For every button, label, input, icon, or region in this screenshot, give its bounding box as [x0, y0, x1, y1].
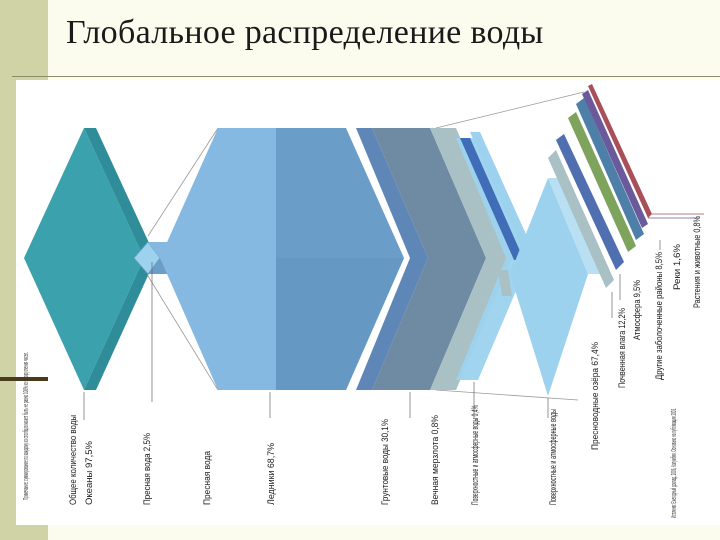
- oceans-label: Океаны 97,5%: [84, 441, 94, 505]
- atmosphere-label: Атмосфера 9,5%: [632, 280, 642, 340]
- surface-atm-label: Поверхностные и атмосферные воды 0,4%: [470, 405, 480, 505]
- label-leaders: [83, 240, 661, 420]
- side-accent-mark: [0, 377, 48, 381]
- soil-moisture-label: Почвенная влага 12,2%: [617, 308, 627, 388]
- source-label: Источник: Ежегодный доклад, 2006, Колумб…: [670, 408, 678, 518]
- plants-animals-label: Растения и животные 0,8%: [692, 216, 702, 308]
- other-wetlands-label: Другие заболоченные районы 8,5%: [654, 252, 664, 380]
- surface-atm-rhombus: [510, 178, 600, 396]
- total-water-label: Общее количество воды: [68, 415, 78, 505]
- surface-atm2-label: Поверхностные и атмосферные воды: [548, 409, 558, 505]
- fresh-water2-label: Пресная вода: [202, 451, 212, 505]
- connector-lines: [147, 91, 585, 401]
- bar-leaders: [648, 213, 704, 219]
- component-bars: [548, 84, 652, 288]
- fresh-water-block: [160, 128, 404, 390]
- fresh-water-label: Пресная вода 2,5%: [142, 433, 152, 505]
- total-water-shape: [24, 128, 156, 390]
- slide-title: Глобальное распределение воды: [66, 14, 544, 51]
- groundwater-chevron: [356, 128, 486, 390]
- permafrost-label: Вечная мерзлота 0,8%: [430, 415, 440, 505]
- thin-stripes: [460, 132, 534, 296]
- groundwater-label: Грунтовые воды 30,1%: [380, 419, 390, 505]
- side-note-label: Примечание: суммирование по каждому из с…: [22, 352, 30, 500]
- title-area: [48, 0, 720, 76]
- rivers-label: Реки 1,6%: [672, 244, 682, 290]
- fresh-lakes-label: Пресноводные озёра 67,4%: [590, 342, 600, 450]
- vertical-labels: Примечание: суммирование по каждому из с…: [22, 216, 702, 518]
- permafrost-chevron: [430, 128, 512, 390]
- title-divider: [12, 76, 720, 77]
- glaciers-label: Ледники 68,7%: [266, 443, 276, 505]
